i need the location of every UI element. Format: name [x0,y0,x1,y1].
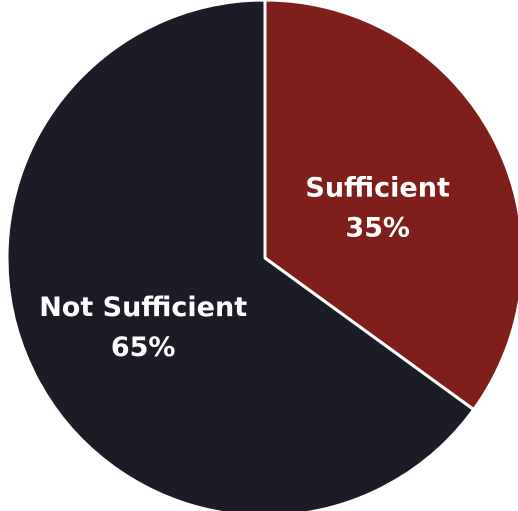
slice-label-not-sufficient: Not Sufficient [39,292,247,323]
slice-value-label-sufficient: 35% [345,213,410,244]
pie-slice-not-sufficient [5,0,476,511]
pie-slice-sufficient [263,0,518,412]
slice-value-label-not-sufficient: 65% [111,332,176,363]
slice-label-sufficient: Sufficient [305,173,450,204]
